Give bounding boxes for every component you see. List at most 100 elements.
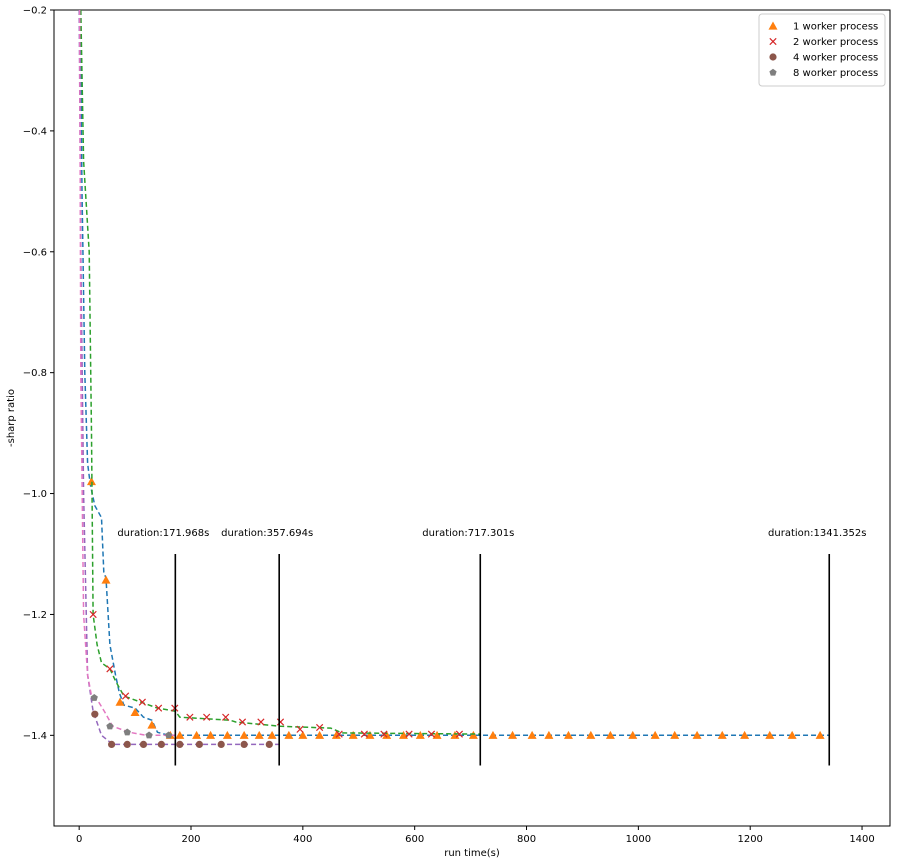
- legend-marker: [769, 68, 777, 76]
- x-axis-ticks: 0 200 400 600 800 1000 1200 1400: [76, 826, 875, 845]
- data-point: [605, 730, 615, 739]
- y-tick-label: −0.6: [23, 247, 47, 258]
- data-point: [265, 740, 273, 749]
- data-point: [123, 728, 131, 736]
- data-point: [544, 730, 554, 739]
- data-point: [186, 713, 194, 721]
- data-point: [405, 730, 413, 738]
- data-point: [717, 730, 727, 739]
- data-point: [147, 720, 157, 729]
- data-point: [298, 730, 308, 739]
- data-point: [284, 730, 294, 739]
- series-layer: [78, 10, 829, 749]
- x-tick-label: 400: [293, 834, 312, 845]
- data-point: [139, 740, 148, 749]
- x-tick-label: 600: [405, 834, 424, 845]
- duration-line: duration:717.301s: [422, 528, 514, 766]
- series-2: [80, 10, 481, 738]
- data-point: [254, 730, 264, 739]
- data-point: [508, 730, 518, 739]
- data-point: [90, 694, 98, 701]
- legend-item: 8 worker process: [769, 68, 878, 79]
- data-point: [257, 718, 265, 726]
- legend-label: 2 worker process: [793, 37, 878, 48]
- y-axis-label: -sharp ratio: [6, 389, 17, 447]
- data-point: [787, 730, 797, 739]
- data-point: [101, 575, 111, 584]
- data-point: [106, 722, 114, 730]
- y-tick-label: −1.0: [23, 489, 47, 500]
- x-tick-label: 800: [517, 834, 536, 845]
- data-point: [106, 665, 114, 673]
- data-point: [240, 740, 248, 749]
- data-point: [427, 730, 436, 738]
- data-point: [217, 740, 225, 749]
- data-point: [130, 707, 140, 716]
- duration-line: duration:171.968s: [117, 528, 209, 766]
- data-point: [670, 730, 680, 739]
- data-point: [107, 740, 116, 749]
- legend-marker: [769, 37, 777, 46]
- duration-label: duration:357.694s: [221, 528, 313, 539]
- y-tick-label: −0.2: [23, 6, 47, 17]
- data-point: [195, 740, 203, 749]
- duration-label: duration:1341.352s: [768, 528, 866, 539]
- plot-area: [53, 9, 891, 827]
- x-axis-label: run time(s): [444, 848, 500, 859]
- y-tick-label: −1.4: [23, 731, 47, 742]
- data-point: [203, 713, 211, 721]
- duration-line: duration:1341.352s: [768, 528, 866, 766]
- data-point: [348, 730, 358, 739]
- data-point: [121, 692, 130, 700]
- data-point: [415, 730, 425, 739]
- data-point: [692, 730, 702, 739]
- data-point: [91, 710, 99, 718]
- y-axis-ticks: −1.4 −1.2 −1.0 −0.8 −0.6 −0.4 −0.2: [23, 6, 54, 742]
- legend-item: 4 worker process: [769, 53, 878, 64]
- data-point: [157, 740, 165, 749]
- y-tick-label: −0.8: [23, 368, 47, 379]
- data-point: [115, 697, 125, 706]
- legend-item: 2 worker process: [769, 37, 878, 48]
- data-point: [86, 476, 96, 486]
- y-tick-label: −1.2: [23, 610, 47, 621]
- data-point: [145, 731, 153, 739]
- data-point: [360, 730, 368, 738]
- data-point: [335, 730, 343, 738]
- data-point: [315, 730, 325, 739]
- legend-label: 1 worker process: [793, 22, 878, 33]
- duration-label: duration:171.968s: [117, 528, 209, 539]
- data-point: [765, 730, 775, 739]
- data-point: [628, 730, 638, 739]
- legend-label: 4 worker process: [793, 53, 878, 64]
- legend-marker: [768, 21, 778, 30]
- series-4: [78, 10, 176, 739]
- legend-item: 1 worker process: [768, 21, 878, 33]
- data-point: [315, 723, 324, 732]
- data-point: [382, 730, 392, 739]
- data-point: [222, 713, 230, 721]
- data-point: [206, 730, 216, 739]
- data-point: [815, 730, 825, 739]
- data-point: [488, 730, 498, 739]
- data-point: [175, 730, 185, 739]
- data-point: [176, 740, 184, 749]
- data-point: [527, 730, 537, 739]
- data-point: [740, 730, 750, 739]
- data-point: [138, 698, 146, 706]
- data-point: [165, 731, 173, 739]
- data-point: [222, 730, 232, 739]
- legend-box: [758, 13, 886, 87]
- x-tick-label: 0: [76, 834, 82, 845]
- series-line: [78, 10, 176, 737]
- data-point: [238, 718, 247, 726]
- data-point: [331, 730, 341, 739]
- duration-line: duration:357.694s: [221, 528, 313, 766]
- y-tick-label: −0.4: [23, 126, 47, 137]
- data-point: [468, 730, 478, 739]
- series-line: [79, 10, 829, 737]
- data-point: [267, 730, 277, 739]
- x-tick-label: 1400: [849, 834, 874, 845]
- data-point: [455, 730, 464, 738]
